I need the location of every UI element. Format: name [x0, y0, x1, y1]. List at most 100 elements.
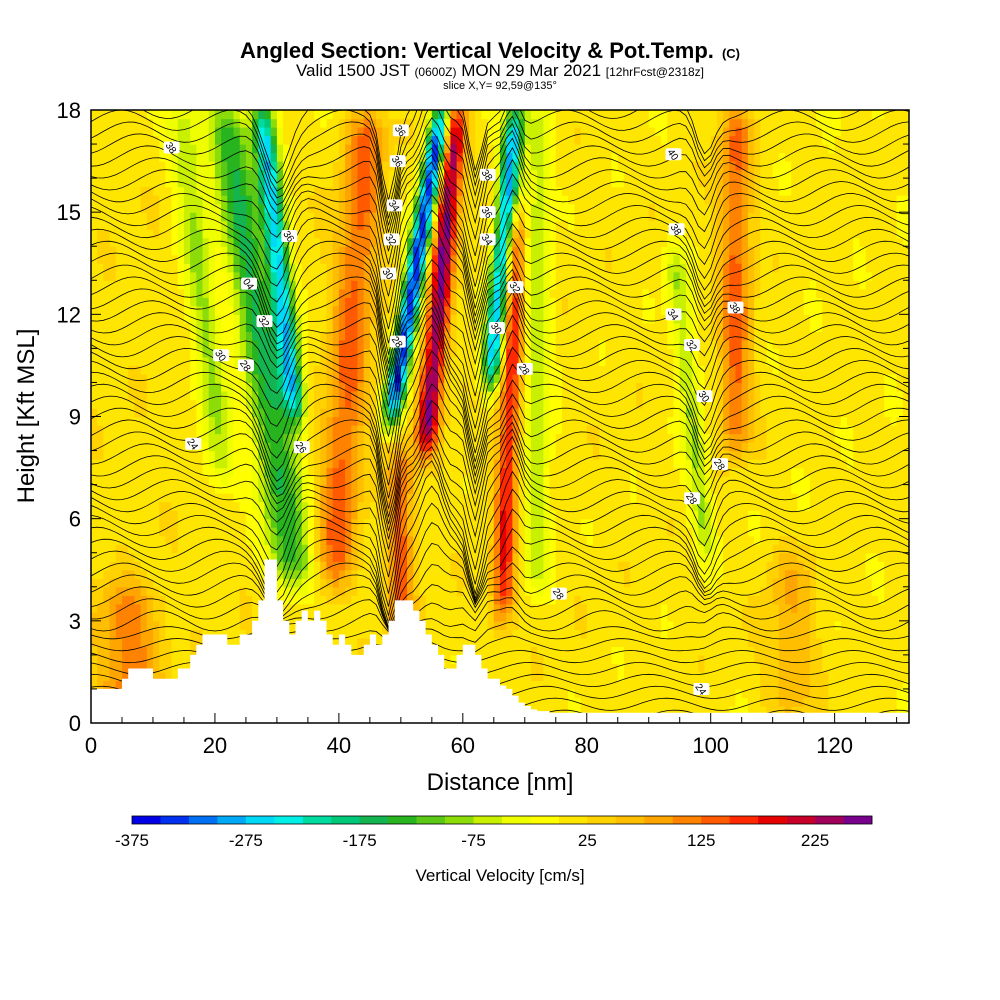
velocity-cell — [301, 305, 309, 315]
velocity-cell — [431, 178, 439, 188]
velocity-cell — [140, 637, 148, 647]
velocity-cell — [500, 654, 507, 664]
velocity-cell — [239, 620, 247, 630]
velocity-cell — [233, 416, 241, 426]
velocity-cell — [289, 263, 297, 273]
velocity-cell — [438, 118, 445, 128]
velocity-cell — [493, 535, 501, 545]
velocity-cell — [165, 578, 173, 588]
velocity-cell — [289, 493, 297, 503]
velocity-cell — [438, 493, 445, 503]
velocity-cell — [431, 416, 439, 426]
velocity-cell — [456, 127, 464, 137]
velocity-cell — [165, 212, 173, 222]
velocity-cell — [258, 212, 266, 222]
velocity-cell — [97, 399, 104, 409]
velocity-cell — [320, 578, 328, 588]
velocity-cell — [481, 663, 489, 673]
velocity-cell — [307, 212, 315, 222]
velocity-cell — [388, 348, 396, 358]
velocity-cell — [196, 552, 204, 562]
velocity-cell — [221, 161, 228, 171]
velocity-cell — [152, 348, 160, 358]
velocity-cell — [227, 161, 235, 171]
velocity-cell — [444, 356, 452, 367]
velocity-cell — [270, 339, 278, 349]
velocity-cell — [462, 578, 470, 588]
velocity-cell — [221, 407, 228, 418]
velocity-cell — [245, 416, 253, 426]
velocity-cell — [481, 118, 489, 128]
velocity-cell — [214, 510, 222, 520]
velocity-cell — [202, 263, 210, 273]
velocity-cell — [134, 442, 142, 452]
velocity-cell — [152, 203, 160, 213]
velocity-cell — [363, 527, 371, 537]
velocity-cell — [183, 518, 191, 528]
velocity-cell — [183, 348, 191, 358]
velocity-cell — [345, 254, 352, 264]
velocity-cell — [258, 527, 266, 537]
velocity-cell — [487, 518, 495, 528]
velocity-cell — [270, 110, 278, 120]
velocity-cell — [462, 178, 470, 188]
velocity-cell — [146, 135, 154, 145]
velocity-cell — [320, 416, 328, 426]
velocity-cell — [109, 254, 117, 264]
velocity-cell — [512, 535, 520, 545]
velocity-cell — [351, 195, 359, 205]
velocity-cell — [326, 297, 334, 307]
velocity-cell — [407, 305, 414, 315]
velocity-cell — [450, 297, 458, 307]
velocity-cell — [512, 297, 520, 307]
velocity-cell — [518, 535, 526, 545]
velocity-cell — [388, 254, 396, 264]
velocity-cell — [295, 382, 303, 392]
velocity-cell — [97, 280, 104, 290]
velocity-cell — [307, 246, 315, 256]
velocity-cell — [369, 144, 377, 154]
velocity-cell — [128, 178, 135, 188]
velocity-cell — [121, 356, 129, 367]
velocity-cell — [97, 654, 104, 664]
velocity-cell — [270, 382, 278, 392]
velocity-cell — [345, 237, 352, 247]
velocity-cell — [190, 314, 197, 324]
velocity-cell — [115, 271, 123, 281]
velocity-cell — [91, 595, 98, 605]
velocity-cell — [276, 271, 284, 281]
velocity-cell — [462, 612, 470, 622]
velocity-cell — [115, 578, 123, 588]
velocity-cell — [177, 603, 185, 613]
velocity-cell — [146, 144, 154, 154]
velocity-cell — [419, 263, 427, 273]
velocity-cell — [326, 476, 334, 486]
velocity-cell — [450, 161, 458, 171]
velocity-cell — [357, 476, 365, 486]
velocity-cell — [283, 144, 290, 154]
velocity-cell — [289, 220, 297, 230]
velocity-cell — [351, 561, 359, 571]
velocity-cell — [159, 527, 166, 537]
velocity-cell — [190, 467, 197, 477]
velocity-cell — [506, 373, 513, 384]
velocity-cell — [314, 161, 321, 171]
velocity-cell — [146, 510, 154, 520]
velocity-cell — [245, 288, 253, 298]
velocity-cell — [183, 127, 191, 137]
velocity-cell — [121, 203, 129, 213]
velocity-cell — [462, 229, 470, 239]
velocity-cell — [419, 229, 427, 239]
velocity-cell — [171, 663, 179, 673]
velocity-cell — [103, 510, 111, 520]
velocity-cell — [140, 629, 148, 639]
velocity-cell — [221, 195, 228, 205]
velocity-cell — [493, 416, 501, 426]
velocity-cell — [239, 331, 247, 341]
velocity-cell — [338, 510, 346, 520]
velocity-cell — [202, 510, 210, 520]
velocity-cell — [500, 152, 507, 162]
velocity-cell — [512, 144, 520, 154]
velocity-cell — [283, 195, 290, 205]
velocity-cell — [146, 620, 154, 630]
